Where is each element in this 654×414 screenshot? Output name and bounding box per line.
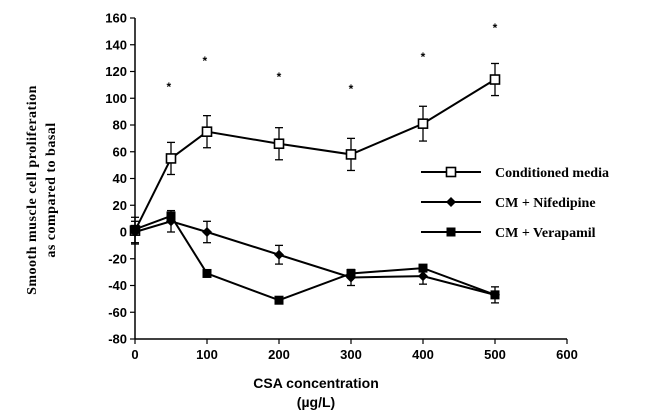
data-point [346,268,356,278]
data-point [273,138,285,150]
data-point [165,153,177,164]
legend-label: CM + Verapamil [495,226,596,241]
series-line [134,214,496,302]
legend: Conditioned media CM + Nifedipine CM + Ver… [421,166,609,241]
y-tick-label: -60 [108,305,127,320]
data-point [166,211,176,221]
y-axis-title-line2: as compared to basal [44,122,59,257]
x-tick-label: 400 [412,347,434,362]
x-tick-label: 100 [196,347,218,362]
data-point [418,263,428,273]
y-tick-label: 80 [113,118,127,133]
x-tick-label: 300 [340,347,362,362]
x-tick-label: 0 [131,347,138,362]
series-layer [129,62,501,305]
y-tick-label: 20 [113,198,127,213]
significance-star: * [167,80,172,94]
y-tick-label: 0 [120,225,127,240]
x-axis-ticks: 0 100 200 300 400 500 600 [131,339,578,362]
y-tick-label: 160 [105,11,127,26]
y-tick-label: -20 [108,251,127,266]
x-axis-unit: (µg/L) [297,394,335,410]
y-tick-label: 140 [105,37,127,52]
significance-star: * [493,21,498,35]
data-point [417,118,429,129]
x-tick-label: 600 [556,347,578,362]
significance-star: * [203,54,208,68]
y-tick-label: 60 [113,144,127,159]
x-tick-label: 500 [484,347,506,362]
y-axis-title-line1: Smooth muscle cell proliferation [25,85,40,295]
data-point [202,227,212,237]
legend-label: CM + Nifedipine [495,196,596,211]
series-3 [130,211,500,305]
data-point [130,224,140,234]
y-tick-label: -40 [108,278,127,293]
series-1 [129,62,501,245]
legend-label: Conditioned media [495,166,609,181]
significance-star: * [349,82,354,96]
data-point [274,249,284,260]
data-point [490,290,500,300]
y-tick-label: -80 [108,332,127,347]
legend-marker [446,227,456,237]
y-tick-label: 40 [113,171,127,186]
data-point [274,295,284,305]
legend-item: CM + Nifedipine [421,196,596,211]
data-point [489,74,501,85]
series-2 [130,209,500,304]
data-point [202,268,212,278]
legend-item: CM + Verapamil [421,226,596,241]
data-point [345,149,357,160]
x-axis-title: CSA concentration [253,375,379,391]
data-point [418,271,428,282]
legend-marker [446,197,456,207]
x-tick-label: 200 [268,347,290,362]
legend-marker [445,166,457,178]
significance-marks: * * * * * * [167,21,498,96]
series-line [134,78,496,232]
significance-star: * [421,50,426,64]
y-tick-label: 120 [105,64,127,79]
legend-item: Conditioned media [421,166,609,181]
significance-star: * [277,70,282,84]
data-point [201,126,213,137]
y-tick-label: 100 [105,91,127,106]
y-axis-ticks: -80 -60 -40 -20 0 20 40 60 80 100 120 140 160 [105,11,135,347]
